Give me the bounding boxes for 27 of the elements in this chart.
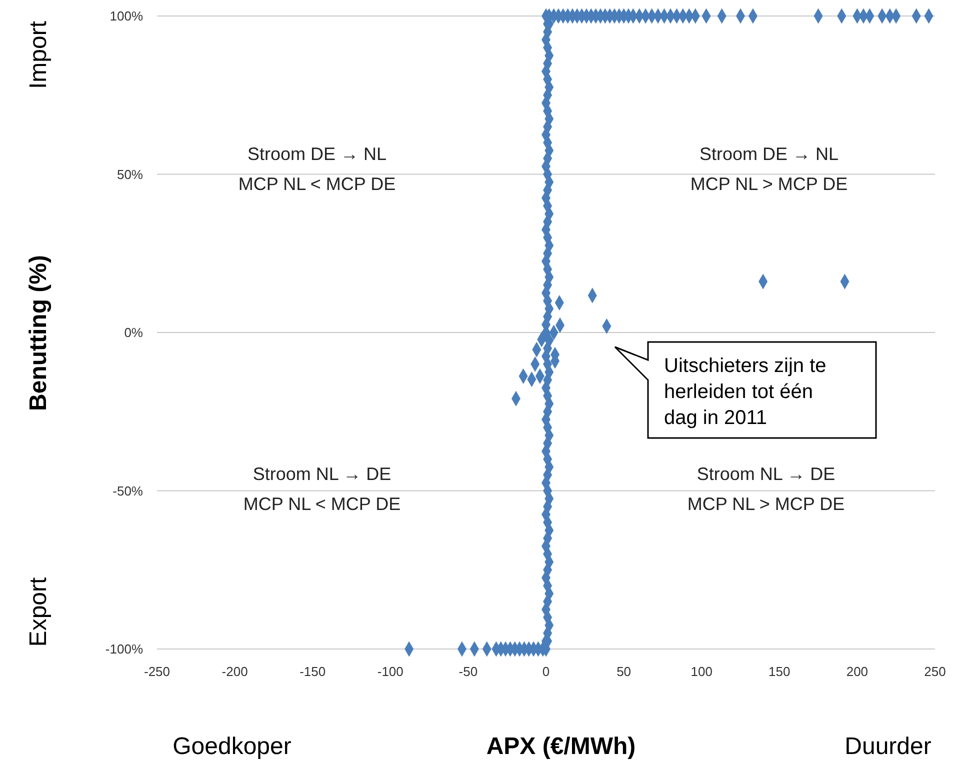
x-tick-label: 200 — [846, 664, 868, 679]
x-tick-label: -200 — [222, 664, 248, 679]
annotation: Stroom DE → NL MCP NL > MCP DE — [690, 144, 848, 194]
text: Duurder — [844, 733, 932, 760]
x-tick-label: -100 — [377, 664, 404, 679]
y-tick-label: 100% — [110, 8, 144, 24]
x-tick-label: 150 — [768, 664, 790, 679]
y-tick-label: 50% — [116, 166, 144, 182]
x-tick-label: 50 — [616, 664, 632, 679]
text: Goedkoper — [172, 733, 292, 760]
x-tick-label: 100 — [690, 664, 712, 679]
annotation: Stroom DE → NL MCP NL < MCP DE — [238, 144, 396, 194]
text: Export — [25, 576, 52, 647]
y-tick-label: -100% — [105, 642, 144, 657]
y-tick-label: -50% — [112, 483, 144, 498]
x-tick-label: 250 — [924, 664, 946, 679]
x-tick-label: 0 — [542, 664, 550, 679]
x-tick-label: -50 — [458, 664, 478, 679]
annotation: Stroom NL → DE MCP NL > MCP DE — [687, 464, 845, 514]
text: Import — [25, 20, 52, 90]
x-axis-title: APX (€/MWh) — [486, 733, 636, 760]
y-tick-label: 0% — [124, 325, 144, 340]
x-tick-label: -150 — [300, 664, 326, 679]
y-axis-title: Benutting (%) — [25, 255, 52, 411]
x-tick-label: -250 — [144, 664, 170, 679]
annotation: Stroom NL → DE MCP NL < MCP DE — [243, 464, 401, 514]
annotation: Uitschieters zijn te herleiden tot één dag in 2011 — [664, 355, 826, 429]
